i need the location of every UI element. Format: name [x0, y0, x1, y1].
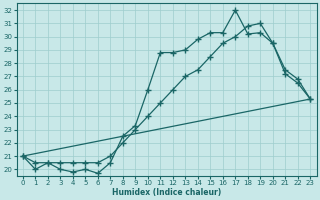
X-axis label: Humidex (Indice chaleur): Humidex (Indice chaleur): [112, 188, 221, 197]
